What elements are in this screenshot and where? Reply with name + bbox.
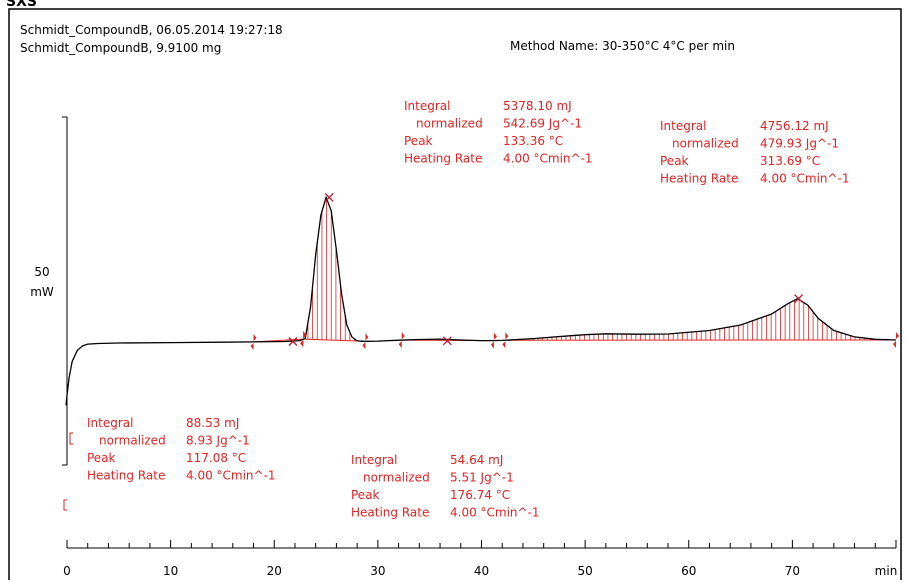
x-tick-label: 0 (63, 564, 71, 578)
sample-info-line-1: Schmidt_CompoundB, 06.05.2014 19:27:18 (20, 23, 283, 37)
limit-marker-upper (402, 332, 405, 339)
annotation-block: Integral 4756.12 mJ normalized 479.93 Jg^-1… (660, 119, 850, 186)
annotation-label-normalized: normalized (363, 471, 430, 485)
limit-marker-lower (251, 343, 254, 350)
annotation-value-heating_rate: 4.00 °Cmin^-1 (503, 152, 593, 166)
annotation-value-heating_rate: 4.00 °Cmin^-1 (760, 172, 850, 186)
annotation-value-heating_rate: 4.00 °Cmin^-1 (186, 469, 276, 483)
method-name: Method Name: 30-350°C 4°C per min (510, 39, 735, 53)
annotation-block: Integral 54.64 mJ normalized 5.51 Jg^-1 Peak… (351, 453, 540, 520)
annotation-value-integral: 5378.10 mJ (503, 99, 572, 113)
limit-marker-lower (491, 342, 494, 349)
annotation-label-peak: Peak (660, 154, 689, 168)
x-tick-label: 20 (267, 564, 282, 578)
x-axis-unit-label: min (875, 564, 898, 578)
peak-marker (795, 295, 803, 303)
annotation-block: Integral 88.53 mJ normalized 8.93 Jg^-1 Peak… (87, 416, 276, 483)
y-axis-value-label: 50 (34, 265, 49, 279)
limit-marker-upper (896, 332, 899, 339)
x-axis: 0 10 20 30 40 50 60 70 min (63, 540, 897, 578)
range-bracket (64, 500, 67, 510)
limit-marker-upper (505, 332, 508, 339)
annotation-value-peak: 133.36 °C (503, 134, 563, 148)
annotation-value-normalized: 542.69 Jg^-1 (503, 117, 582, 131)
dsc-curve (66, 197, 896, 405)
annotation-value-integral: 54.64 mJ (450, 453, 503, 467)
x-tick-label: 10 (163, 564, 178, 578)
sample-info-line-2: Schmidt_CompoundB, 9.9100 mg (20, 41, 221, 55)
annotation-value-peak: 117.08 °C (186, 451, 246, 465)
annotation-label-integral: Integral (87, 416, 133, 430)
annotation-label-integral: Integral (660, 119, 706, 133)
sheet-tag: SXS (6, 0, 37, 10)
limit-marker-lower (893, 341, 896, 348)
peak-markers (289, 193, 803, 345)
x-tick-label: 60 (681, 564, 696, 578)
annotation-label-normalized: normalized (416, 117, 483, 131)
limit-marker-lower (399, 341, 402, 348)
x-tick-label: 30 (370, 564, 385, 578)
limit-marker-lower (502, 341, 505, 348)
y-axis: 50 mW (30, 117, 67, 465)
annotation-label-peak: Peak (404, 134, 433, 148)
integration-annotations: Integral 88.53 mJ normalized 8.93 Jg^-1 Peak… (87, 99, 850, 520)
annotation-label-heating_rate: Heating Rate (660, 172, 738, 186)
x-tick-label: 50 (577, 564, 592, 578)
x-tick-label: 40 (474, 564, 489, 578)
annotation-value-integral: 4756.12 mJ (760, 119, 829, 133)
annotation-label-heating_rate: Heating Rate (87, 469, 165, 483)
annotation-value-normalized: 5.51 Jg^-1 (450, 471, 514, 485)
annotation-value-normalized: 479.93 Jg^-1 (760, 137, 839, 151)
annotation-label-normalized: normalized (99, 434, 166, 448)
integration-hatching (308, 199, 864, 341)
annotation-block: Integral 5378.10 mJ normalized 542.69 Jg^-1… (404, 99, 593, 166)
limit-marker-upper (365, 333, 368, 340)
range-bracket (70, 433, 73, 444)
annotation-value-normalized: 8.93 Jg^-1 (186, 434, 250, 448)
annotation-label-peak: Peak (87, 451, 116, 465)
annotation-label-normalized: normalized (672, 137, 739, 151)
y-axis-unit-label: mW (30, 285, 54, 299)
annotation-label-integral: Integral (404, 99, 450, 113)
x-tick-label: 70 (785, 564, 800, 578)
annotation-value-peak: 176.74 °C (450, 488, 510, 502)
annotation-value-integral: 88.53 mJ (186, 416, 239, 430)
annotation-label-peak: Peak (351, 488, 380, 502)
annotation-label-integral: Integral (351, 453, 397, 467)
annotation-value-peak: 313.69 °C (760, 154, 820, 168)
annotation-label-heating_rate: Heating Rate (351, 506, 429, 520)
limit-marker-lower (362, 342, 365, 349)
annotation-value-heating_rate: 4.00 °Cmin^-1 (450, 506, 540, 520)
annotation-label-heating_rate: Heating Rate (404, 152, 482, 166)
limit-marker-lower (300, 340, 303, 347)
limit-marker-upper (254, 334, 257, 341)
limit-marker-upper (494, 333, 497, 340)
